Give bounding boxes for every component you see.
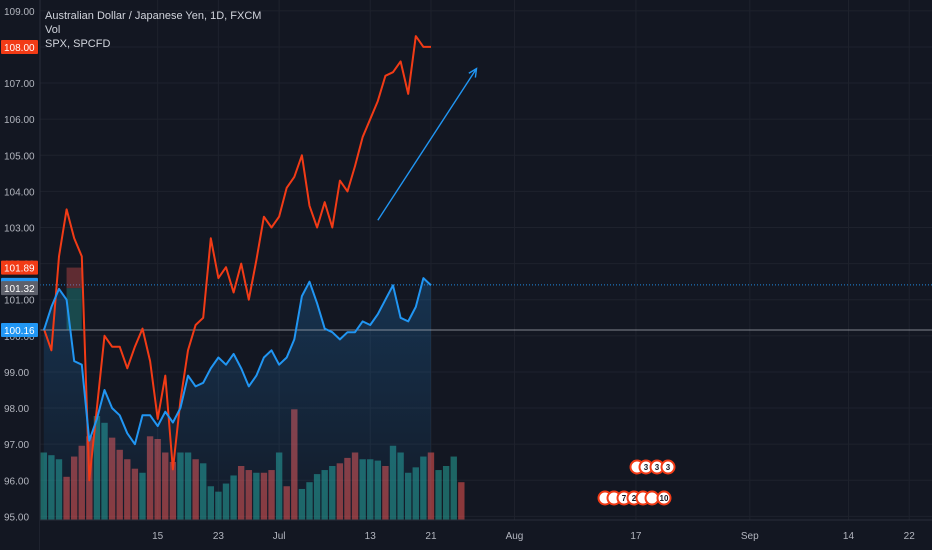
event-marker-group[interactable]: 3 [660, 459, 676, 475]
time-tick-label: Sep [741, 531, 759, 542]
symbol-title[interactable]: Australian Dollar / Japanese Yen, 1D, FX… [45, 10, 262, 22]
price-tick-label: 104.00 [4, 187, 35, 198]
trend-arrow-shaft[interactable] [377, 68, 478, 221]
price-tick-label: 106.00 [4, 115, 35, 126]
trend-arrow[interactable] [377, 67, 478, 221]
event-marker-count: 7 [622, 494, 627, 503]
event-marker-count: 3 [666, 463, 671, 472]
volume-bar [442, 466, 450, 520]
price-tag-label: 100.16 [4, 326, 35, 337]
price-tag [1, 39, 38, 54]
overlay-area [43, 278, 432, 520]
overlay-legend[interactable]: SPX, SPCFD [45, 38, 111, 50]
price-tag-label: 101.89 [4, 264, 35, 275]
series-lines [42, 35, 432, 482]
event-marker-count: 3 [644, 463, 649, 472]
trend-arrow-head[interactable] [468, 67, 478, 78]
time-tick-label: 17 [630, 531, 642, 542]
overlay-area-fill [43, 278, 432, 520]
price-tick-label: 95.00 [4, 512, 29, 523]
event-marker-group[interactable]: 3 [638, 459, 654, 475]
time-tick-label: 15 [152, 531, 164, 542]
time-tick-label: 22 [904, 531, 916, 542]
time-tick-label: Jul [273, 531, 286, 542]
volume-bar [450, 456, 457, 520]
price-tick-label: 107.00 [4, 79, 35, 90]
event-marker-count: 10 [660, 494, 669, 503]
price-tick-label: 99.00 [4, 368, 29, 379]
event-marker-ring[interactable] [660, 459, 676, 475]
price-axis-background [0, 0, 40, 550]
time-tick-label: 13 [365, 531, 377, 542]
time-tick-label: Aug [506, 531, 524, 542]
volume-legend[interactable]: Vol [45, 24, 61, 36]
position-box-profit [66, 288, 82, 331]
event-markers[interactable]: 3 3 37 2 10 [597, 459, 676, 506]
price-tag [1, 260, 38, 275]
price-tick-label: 109.00 [4, 7, 35, 18]
chart-legend: Australian Dollar / Japanese Yen, 1D, FX… [45, 9, 261, 51]
event-marker-count: 3 [655, 463, 660, 472]
price-tick-label: 101.00 [4, 296, 35, 307]
event-marker-ring[interactable] [656, 490, 672, 506]
price-tick-label: 103.00 [4, 224, 35, 235]
time-axis[interactable]: 15 23 Jul 13 21 Aug 17 Sep 14 22 [40, 519, 932, 550]
volume-bar [458, 482, 465, 520]
price-tag-label: 101.32 [4, 284, 35, 295]
price-tag [1, 281, 38, 296]
price-tag-label: 108.00 [4, 43, 35, 54]
time-tick-label: 14 [843, 531, 855, 542]
volume-bar [40, 452, 47, 520]
time-tick-label: 23 [213, 531, 225, 542]
price-axis[interactable]: 95.0096.0097.0098.0099.00100.00101.00102… [0, 0, 41, 550]
position-box-loss [66, 267, 82, 289]
time-tick-label: 21 [425, 531, 437, 542]
main-price-line [42, 35, 431, 482]
price-tick-label: 98.00 [4, 404, 29, 415]
price-lines [40, 267, 932, 331]
price-tick-label: 105.00 [4, 151, 35, 162]
price-tick-label: 100.00 [4, 332, 35, 343]
price-tick-label: 97.00 [4, 440, 29, 451]
time-axis-background [40, 520, 932, 550]
volume-bar [435, 470, 442, 520]
price-tag [1, 323, 38, 338]
event-marker-group[interactable]: 10 [656, 490, 672, 506]
price-tick-label: 96.00 [4, 476, 29, 487]
event-marker-count: 2 [632, 494, 637, 503]
overlay-price-series [42, 277, 432, 446]
